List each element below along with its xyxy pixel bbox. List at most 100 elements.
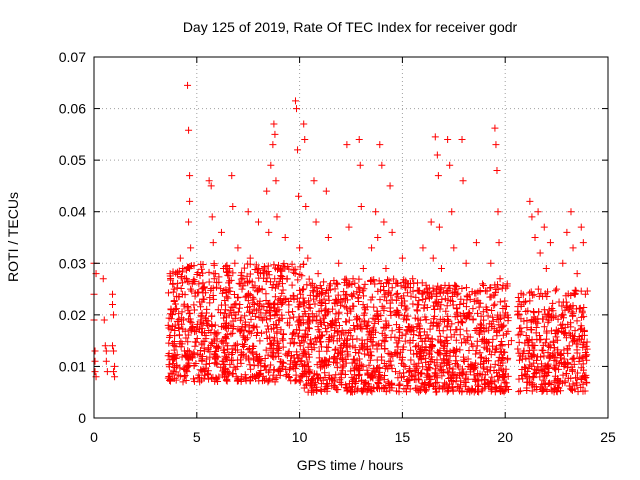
data-point xyxy=(493,344,501,352)
data-point xyxy=(407,356,415,364)
data-point xyxy=(400,343,408,351)
data-point xyxy=(515,356,523,364)
data-point xyxy=(204,346,212,354)
data-point xyxy=(567,208,575,216)
data-point xyxy=(430,305,438,313)
data-point xyxy=(418,279,426,287)
data-point xyxy=(227,276,235,284)
data-point xyxy=(520,317,528,325)
data-point xyxy=(477,354,485,362)
data-point xyxy=(403,304,411,312)
data-point xyxy=(522,297,530,305)
data-point xyxy=(249,324,257,332)
data-point xyxy=(333,355,341,363)
data-point xyxy=(349,275,357,283)
data-point xyxy=(323,309,331,317)
data-point xyxy=(285,265,293,273)
data-point xyxy=(498,348,506,356)
data-point xyxy=(271,293,279,301)
data-point xyxy=(200,284,208,292)
data-point xyxy=(221,333,229,341)
data-point xyxy=(390,275,398,283)
data-point xyxy=(190,276,198,284)
data-point xyxy=(529,350,537,358)
data-point xyxy=(441,295,449,303)
data-point xyxy=(102,347,110,355)
data-point xyxy=(338,380,346,388)
data-point xyxy=(345,316,353,324)
data-point xyxy=(452,352,460,360)
data-point xyxy=(265,228,273,236)
data-point xyxy=(177,285,185,293)
data-point xyxy=(264,378,272,386)
data-point xyxy=(427,218,435,226)
data-point xyxy=(574,369,582,377)
data-point xyxy=(172,376,180,384)
data-point xyxy=(573,270,581,278)
data-point xyxy=(525,337,533,345)
data-point xyxy=(497,337,505,345)
data-point xyxy=(558,325,566,333)
data-point xyxy=(110,368,118,376)
data-point xyxy=(269,371,277,379)
data-point xyxy=(445,357,453,365)
data-point xyxy=(314,374,322,382)
data-point xyxy=(422,281,430,289)
data-point xyxy=(522,364,530,372)
x-tick-label: 20 xyxy=(497,429,513,445)
data-point xyxy=(388,228,396,236)
data-point xyxy=(212,283,220,291)
data-point xyxy=(165,363,173,371)
data-point xyxy=(383,297,391,305)
data-point xyxy=(458,136,466,144)
data-point xyxy=(494,208,502,216)
data-point xyxy=(286,339,294,347)
data-point xyxy=(496,348,504,356)
data-point xyxy=(515,349,523,357)
data-point xyxy=(250,362,258,370)
data-point xyxy=(458,365,466,373)
data-point xyxy=(404,289,412,297)
data-point xyxy=(212,375,220,383)
data-point xyxy=(99,275,107,283)
data-point xyxy=(347,332,355,340)
data-point xyxy=(568,308,576,316)
data-point xyxy=(487,293,495,301)
data-point xyxy=(184,331,192,339)
data-point xyxy=(287,294,295,302)
data-point xyxy=(300,348,308,356)
data-point xyxy=(449,378,457,386)
data-point xyxy=(523,384,531,392)
data-point xyxy=(515,388,523,396)
data-point xyxy=(580,326,588,334)
data-point xyxy=(359,363,367,371)
data-point xyxy=(205,268,213,276)
data-point xyxy=(498,323,506,331)
data-point xyxy=(546,239,554,247)
data-point xyxy=(565,304,573,312)
x-tick-label: 5 xyxy=(193,429,201,445)
data-point xyxy=(522,354,530,362)
data-point xyxy=(255,286,263,294)
data-point xyxy=(186,172,194,180)
data-point xyxy=(532,366,540,374)
data-point xyxy=(220,314,228,322)
data-point xyxy=(501,309,509,317)
data-point xyxy=(561,306,569,314)
data-point xyxy=(494,376,502,384)
data-point xyxy=(456,346,464,354)
data-point xyxy=(485,338,493,346)
data-point xyxy=(208,312,216,320)
data-point xyxy=(545,306,553,314)
data-point xyxy=(393,339,401,347)
data-point xyxy=(462,379,470,387)
data-point xyxy=(521,370,529,378)
data-point xyxy=(539,315,547,323)
data-point xyxy=(444,358,452,366)
data-point xyxy=(166,270,174,278)
data-point xyxy=(429,382,437,390)
data-point xyxy=(229,203,237,211)
data-point xyxy=(237,359,245,367)
data-point xyxy=(267,361,275,369)
data-point xyxy=(468,288,476,296)
